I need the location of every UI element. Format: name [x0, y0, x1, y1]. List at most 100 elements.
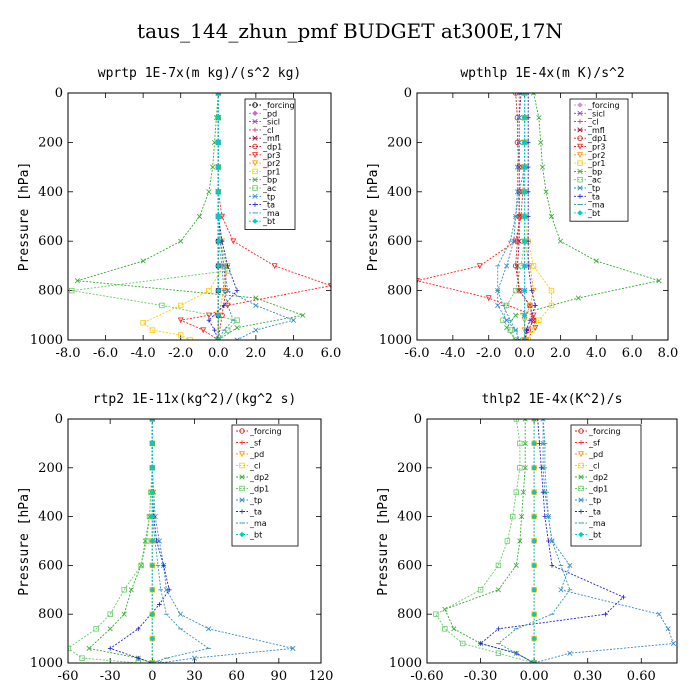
legend-label: _dp2 — [249, 473, 269, 482]
series-bp — [74, 93, 306, 340]
legend-marker — [577, 152, 583, 158]
data-point — [68, 645, 71, 652]
data-point — [215, 287, 222, 294]
data-point — [196, 213, 203, 220]
data-point — [665, 626, 671, 632]
data-point — [149, 611, 156, 617]
plot-area — [417, 93, 662, 340]
y-tick-label: 0 — [414, 412, 422, 427]
data-point — [177, 317, 184, 324]
legend-label: _cl — [249, 462, 261, 471]
data-point — [149, 327, 156, 333]
data-point — [163, 587, 169, 593]
data-point — [500, 317, 506, 323]
series-ta — [107, 419, 172, 663]
data-point — [516, 287, 522, 294]
series-bt — [531, 419, 537, 663]
data-point — [516, 139, 522, 145]
data-point — [205, 626, 212, 632]
data-point — [442, 626, 448, 632]
y-tick-label: 200 — [38, 461, 63, 476]
data-point — [215, 312, 222, 319]
data-point — [537, 441, 542, 446]
data-point — [215, 164, 222, 170]
legend-label: _ma — [587, 201, 605, 210]
legend-label: _pr1 — [262, 167, 280, 176]
x-tick-label: -30 — [100, 669, 121, 684]
series-line — [71, 93, 238, 340]
data-point — [178, 238, 184, 244]
legend-label: _ma — [588, 519, 606, 528]
legend-marker — [239, 531, 245, 538]
data-point — [140, 320, 146, 326]
data-point — [529, 327, 535, 333]
data-point — [74, 278, 80, 284]
legend-marker — [252, 202, 258, 207]
x-tick-label: 0.60 — [627, 669, 656, 684]
legend-label: _bt — [249, 531, 262, 540]
legend-marker — [239, 474, 245, 480]
y-tick-label: 400 — [38, 510, 63, 525]
data-point — [149, 562, 156, 569]
legend-label: _pd — [262, 109, 277, 118]
legend-marker — [577, 119, 583, 124]
data-point — [521, 337, 528, 340]
legend-marker — [239, 428, 245, 434]
series-ac — [69, 93, 240, 340]
data-point — [215, 114, 222, 121]
legend-label: _sf — [588, 439, 600, 448]
series-pr1 — [140, 93, 227, 340]
data-point — [138, 562, 144, 569]
data-point — [191, 655, 198, 661]
legend-label: _ac — [587, 176, 601, 185]
data-point — [460, 640, 466, 647]
data-point — [540, 419, 546, 422]
data-point — [161, 563, 166, 568]
legend-label: _sicl — [262, 118, 280, 127]
legend-marker — [578, 462, 584, 469]
plot-frame — [67, 418, 322, 664]
data-point — [536, 115, 542, 121]
x-tick-label: 0.0 — [208, 346, 229, 361]
legend-marker — [577, 127, 583, 133]
panel-rtp2: rtp2 1E-11x(kg^2)/(kg^2 s) Pressure [hPa]… — [17, 392, 333, 684]
legend-label: _ta — [588, 508, 601, 517]
data-point — [538, 139, 544, 145]
data-point — [271, 263, 278, 270]
data-point — [530, 312, 537, 319]
data-point — [144, 538, 150, 544]
y-tick-label: 1000 — [389, 656, 422, 671]
legend-marker — [252, 135, 258, 141]
legend-label: _bt — [588, 531, 601, 540]
legend-label: _tp — [262, 192, 275, 201]
series-ma — [496, 419, 573, 663]
legend-marker — [578, 474, 584, 480]
data-point — [215, 93, 221, 96]
data-point — [521, 114, 528, 121]
data-point — [521, 139, 528, 146]
data-point — [225, 288, 231, 294]
data-point — [149, 660, 155, 663]
legend-label: _forcing — [249, 427, 282, 436]
series-line — [109, 419, 170, 663]
legend-marker — [239, 509, 245, 514]
data-point — [530, 263, 537, 269]
legend-label: _sf — [249, 439, 261, 448]
data-point — [548, 287, 555, 294]
legend-marker — [239, 462, 245, 469]
data-point — [525, 93, 531, 96]
data-point — [442, 606, 448, 612]
data-point — [212, 327, 217, 333]
data-point — [524, 327, 529, 333]
x-tick-label: 0.00 — [520, 669, 549, 684]
x-tick-label: -2.0 — [168, 346, 193, 361]
legend-marker — [252, 110, 258, 117]
data-point — [140, 258, 146, 264]
legend-label: _ta — [587, 192, 600, 201]
data-point — [510, 513, 516, 520]
legend-marker — [577, 160, 583, 166]
data-point — [517, 440, 523, 447]
legend-label: _pr3 — [262, 151, 280, 160]
series-bt — [149, 419, 156, 663]
